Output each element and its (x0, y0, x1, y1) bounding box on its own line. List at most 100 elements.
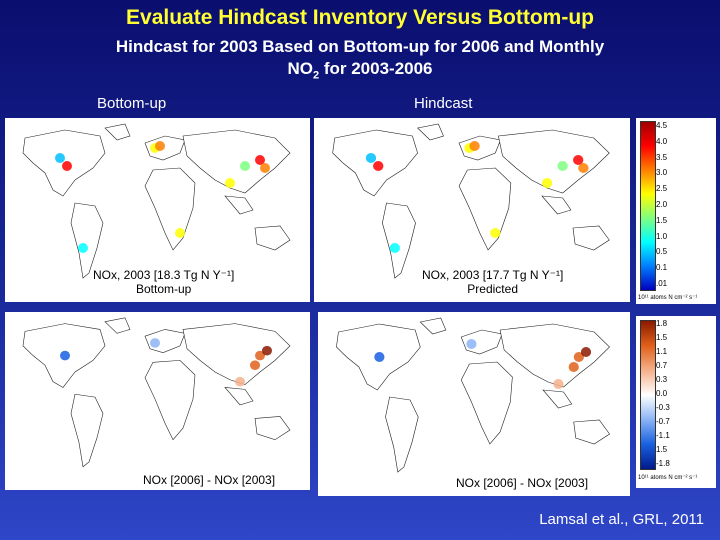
land-outline (182, 323, 291, 385)
land-outline (416, 123, 444, 141)
hotspot-mark (365, 153, 377, 163)
colorbar-tick-label: 3.0 (656, 168, 668, 178)
hotspot-mark (78, 243, 88, 253)
hotspot-mark (553, 379, 564, 389)
land-outline (70, 393, 104, 468)
hotspot-mark (60, 350, 70, 361)
hotspot-mark (225, 178, 235, 188)
hotspot-mark (573, 352, 584, 362)
hotspot-mark (573, 155, 584, 165)
land-outline (104, 317, 131, 334)
colorbar-tick-label: 2.5 (656, 184, 668, 194)
map-caption: NOx [2006] - NOx [2003] (143, 473, 276, 487)
colorbar-tick-label: 4.0 (656, 136, 668, 146)
hotspot-mark (469, 141, 480, 151)
colorbar-tick-label: -0.7 (656, 417, 670, 426)
land-outline (254, 416, 291, 441)
hotspot-mark (557, 161, 568, 171)
land-outline (70, 202, 104, 279)
world-map (22, 317, 291, 468)
colorbar-tick-label: -1.1 (656, 431, 670, 440)
colorbar-tick-label: 1.5 (656, 445, 668, 454)
slide-title: Evaluate Hindcast Inventory Versus Botto… (126, 6, 594, 29)
colorbar-tick-label: 4.5 (656, 121, 668, 130)
colorbar-gradient (640, 121, 656, 291)
hotspot-mark (255, 155, 265, 165)
land-outline (385, 396, 419, 473)
hotspot-mark (541, 178, 553, 188)
colorbar-tick-label: 3.5 (656, 152, 668, 162)
colorbar-tick-label: 1.5 (656, 215, 668, 225)
hotspot-mark (155, 141, 165, 151)
slide-subtitle: Hindcast for 2003 Based on Bottom-up for… (0, 36, 720, 86)
hotspot-mark (466, 339, 477, 349)
land-outline (541, 195, 572, 215)
subtitle-line-2: NO2 for 2003-2006 (287, 59, 433, 82)
world-map (22, 123, 291, 279)
colorbar-tick-label: -0.3 (656, 403, 670, 412)
hotspot-mark (175, 228, 185, 238)
map-caption: NOx, 2003 [18.3 Tg N Y⁻¹] Bottom-up (93, 268, 235, 296)
land-outline (458, 167, 512, 251)
hotspot-mark (260, 163, 270, 173)
colorbar-difference: 1.8 1.5 1.1 0.7 0.3 0.0 -0.3 -0.7 -1.1 1.5 -1.8 10… (636, 316, 716, 488)
colorbar-units: 10¹¹ atoms N cm⁻² s⁻¹ (638, 295, 698, 301)
map-bottom-up-2003: NOx, 2003 [18.3 Tg N Y⁻¹] Bottom-up (5, 118, 310, 302)
hotspot-mark (235, 376, 245, 387)
colorbar-tick-label: .01 (656, 279, 668, 288)
colorbar-tick-label: -1.8 (656, 459, 670, 468)
land-outline (458, 135, 501, 161)
hotspot-mark (62, 161, 72, 171)
map-caption: NOx [2006] - NOx [2003] (456, 476, 589, 490)
citation: Lamsal et al., GRL, 2011 (539, 511, 704, 528)
hotspot-mark (240, 161, 250, 171)
hotspot-mark (150, 338, 160, 348)
colorbar-tick-label: 0.7 (656, 361, 668, 370)
map-hindcast-2003: NOx, 2003 [17.7 Tg N Y⁻¹] Predicted (314, 118, 630, 302)
land-outline (419, 317, 447, 335)
land-outline (460, 361, 513, 445)
colorbar-tick-label: 0.0 (656, 389, 668, 398)
land-outline (498, 129, 610, 194)
hotspot-mark (373, 161, 384, 171)
colorbar-tick-label: 0.1 (656, 263, 668, 273)
land-outline (224, 387, 254, 406)
colorbar-tick-label: 1.5 (656, 333, 668, 342)
land-outline (182, 129, 291, 194)
colorbar-tick-label: 1.0 (656, 231, 668, 241)
world-map (336, 317, 610, 473)
colorbar-emissions: 4.5 4.0 3.5 3.0 2.5 2.0 1.5 1.0 0.5 0.1 .01 10¹¹ a… (636, 118, 716, 304)
land-outline (144, 135, 186, 161)
map-caption: NOx, 2003 [17.7 Tg N Y⁻¹] Predicted (422, 268, 564, 296)
land-outline (499, 323, 610, 388)
land-outline (542, 389, 573, 409)
column-label-hindcast: Hindcast (414, 95, 473, 112)
world-map (332, 123, 610, 279)
hotspot-mark (578, 163, 589, 173)
land-outline (382, 202, 416, 279)
land-outline (144, 167, 196, 251)
hotspot-mark (262, 345, 272, 356)
colorbar-tick-label: 0.5 (656, 247, 668, 257)
colorbar-units: 10¹¹ atoms N cm⁻² s⁻¹ (638, 475, 698, 481)
map-difference-hindcast: NOx [2006] - NOx [2003] (318, 312, 630, 496)
land-outline (144, 360, 196, 441)
land-outline (104, 123, 131, 141)
colorbar-tick-label: 1.1 (656, 347, 668, 356)
hotspot-mark (55, 153, 65, 163)
map-difference-bottom-up: NOx [2006] - NOx [2003] (5, 312, 310, 490)
colorbar-gradient (640, 320, 656, 470)
land-outline (572, 225, 610, 251)
colorbar-tick-label: 0.3 (656, 375, 668, 384)
colorbar-tick-label: 2.0 (656, 200, 668, 209)
colorbar-tick-label: 1.8 (656, 319, 668, 328)
land-outline (224, 195, 254, 215)
hotspot-mark (374, 352, 385, 362)
column-label-bottom-up: Bottom-up (97, 95, 167, 112)
land-outline (254, 225, 291, 251)
hotspot-mark (389, 243, 400, 253)
hotspot-mark (580, 347, 592, 357)
hotspot-mark (255, 350, 265, 361)
hotspot-mark (250, 360, 260, 371)
land-outline (573, 419, 610, 445)
